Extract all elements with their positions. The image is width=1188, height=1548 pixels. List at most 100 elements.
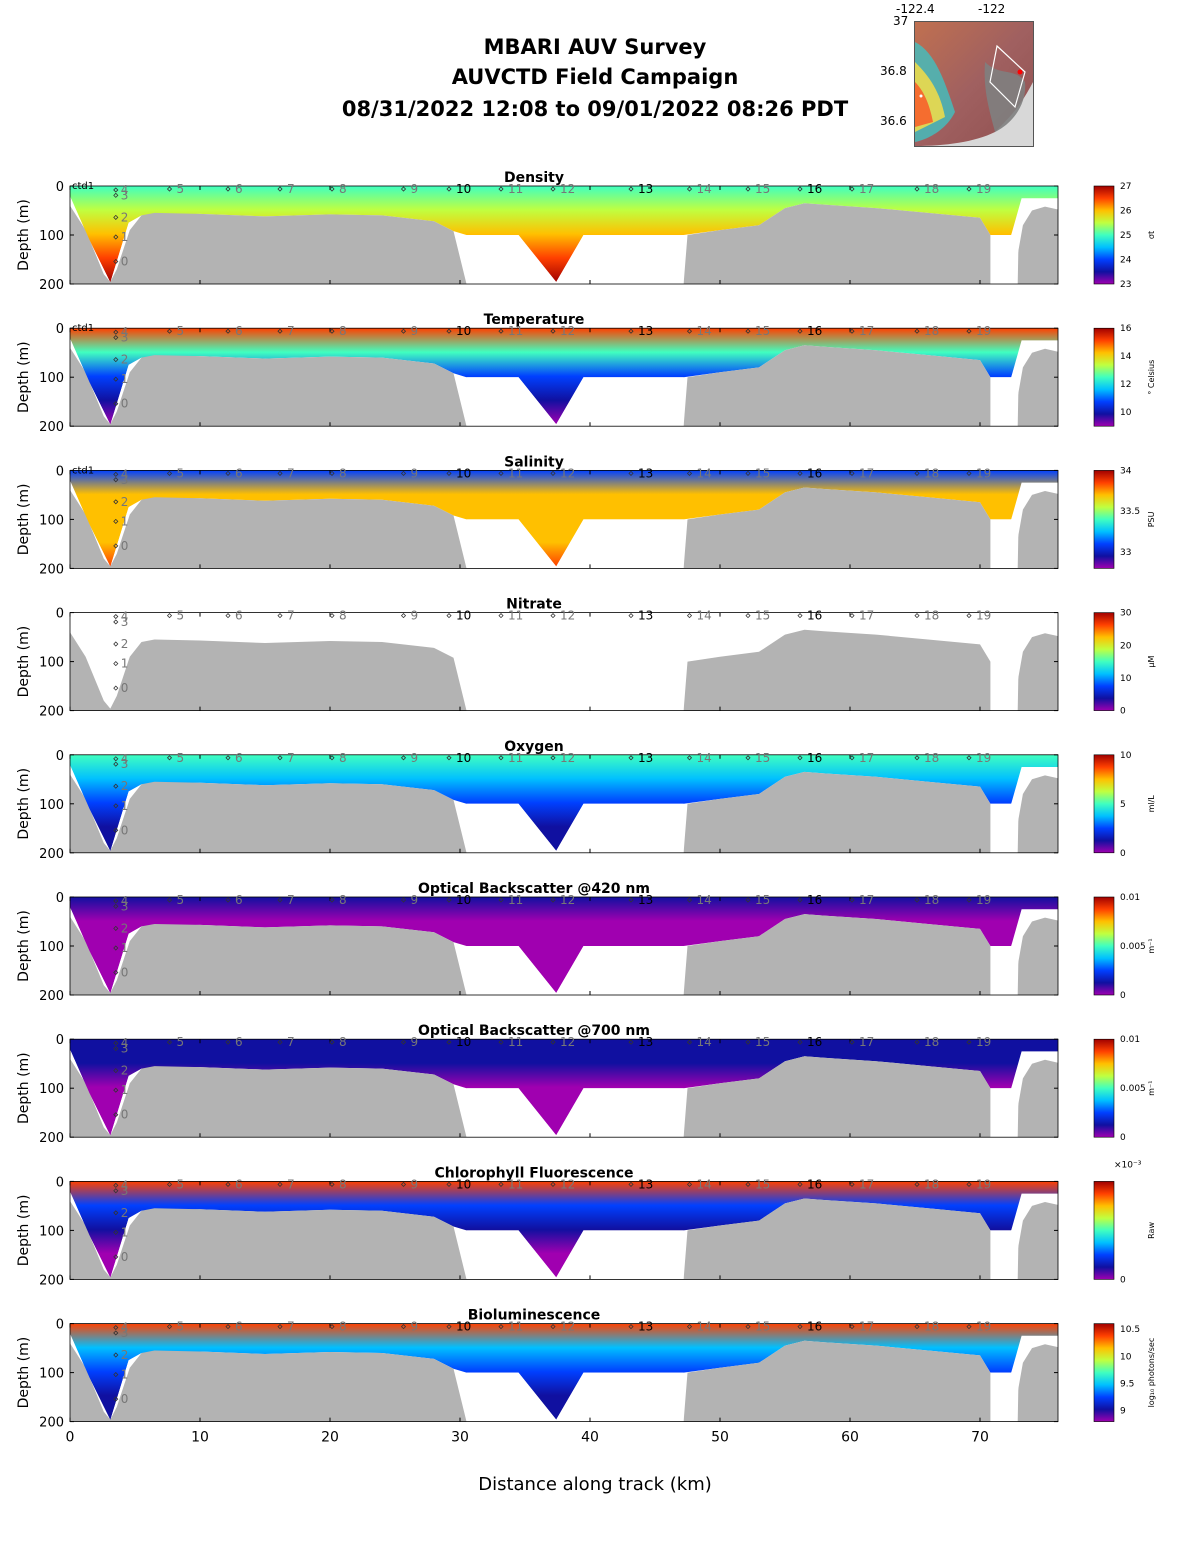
profile-marker <box>446 186 452 192</box>
profile-label: 3 <box>121 757 129 771</box>
profile-label: 3 <box>121 615 129 629</box>
profile-marker <box>166 328 173 334</box>
profile-marker <box>400 1039 407 1045</box>
colorbar <box>1093 896 1115 996</box>
profile-label: 15 <box>755 1177 770 1191</box>
section-fill <box>70 897 129 993</box>
profile-marker <box>225 613 231 619</box>
map-lat-tick: 37 <box>893 14 909 28</box>
profile-marker <box>914 613 920 619</box>
profile-marker <box>686 186 693 192</box>
profile-marker <box>400 1181 407 1187</box>
profile-marker <box>166 1324 173 1330</box>
profile-label: 9 <box>411 324 419 338</box>
profile-marker <box>914 186 920 192</box>
profile-label: 7 <box>287 182 295 196</box>
profile-marker <box>797 186 803 192</box>
profile-marker <box>745 1324 751 1330</box>
profile-label: 10 <box>456 1320 471 1334</box>
colorbar-tick-label: 24 <box>1120 256 1132 266</box>
profile-marker <box>329 1324 335 1330</box>
colorbar-tick-label: 12 <box>1120 380 1131 390</box>
profile-label: 14 <box>697 1320 712 1334</box>
profile-label: 16 <box>807 609 822 623</box>
profile-marker <box>113 1112 119 1118</box>
profile-marker <box>797 1324 803 1330</box>
y-tick-label: 200 <box>39 705 64 720</box>
no-data-region <box>466 803 684 853</box>
profile-marker <box>113 401 119 407</box>
profile-marker <box>550 1039 556 1045</box>
profile-label: 0 <box>121 1108 129 1122</box>
no-data-region <box>466 1372 684 1422</box>
profile-marker <box>329 470 335 476</box>
no-data-region <box>466 661 684 711</box>
profile-marker <box>446 1039 452 1045</box>
profile-label: 13 <box>638 751 653 765</box>
y-tick-label: 100 <box>39 798 64 813</box>
profile-label: 5 <box>177 751 185 765</box>
profile-label: 6 <box>235 1177 243 1191</box>
no-data-region <box>990 1068 1019 1138</box>
profile-marker <box>550 470 556 476</box>
colorbar-tick-label: 0 <box>1120 849 1126 859</box>
profile-marker <box>628 755 634 761</box>
colorbar <box>1093 1323 1115 1422</box>
y-tick-label: 200 <box>39 1131 64 1146</box>
plot-title-line3: 08/31/2022 12:08 to 09/01/2022 08:26 PDT <box>341 97 849 121</box>
y-tick-label: 0 <box>56 1318 64 1333</box>
profile-label: 14 <box>697 751 712 765</box>
profile-label: 8 <box>339 609 347 623</box>
location-map-image <box>915 22 1033 146</box>
profile-label: 4 <box>121 1178 129 1192</box>
profile-label: 5 <box>177 609 185 623</box>
y-axis-label: Depth (m) <box>16 1052 32 1124</box>
profile-label: 18 <box>924 1035 939 1049</box>
profile-marker <box>329 1039 335 1045</box>
profile-marker <box>498 1039 504 1045</box>
profile-label: 10 <box>456 1035 471 1049</box>
colorbar-tick-label: 5 <box>1120 800 1126 810</box>
no-data-region <box>466 1088 684 1138</box>
profile-marker <box>966 328 972 334</box>
profile-label: 13 <box>638 182 653 196</box>
panel-title: Chlorophyll Fluorescence <box>434 1165 633 1181</box>
profile-marker <box>797 755 803 761</box>
profile-label: 16 <box>807 1035 822 1049</box>
panel-title: Oxygen <box>504 739 564 755</box>
profile-marker <box>628 328 634 334</box>
y-tick-label: 100 <box>39 1367 64 1382</box>
colorbar <box>1093 470 1115 569</box>
profile-label: 12 <box>560 1320 575 1334</box>
section-fill <box>70 1181 1058 1278</box>
profile-marker <box>745 755 751 761</box>
bathymetry <box>70 203 1058 284</box>
profile-marker <box>400 1324 407 1330</box>
profile-label: 16 <box>807 466 822 480</box>
profile-label: 13 <box>638 1177 653 1191</box>
no-data-region <box>466 235 684 284</box>
colorbar-tick-label: 33.5 <box>1120 507 1140 517</box>
profile-marker <box>225 755 231 761</box>
profile-marker <box>113 761 119 767</box>
profile-label: 15 <box>755 182 770 196</box>
profile-label: 4 <box>121 467 129 481</box>
profile-marker <box>166 470 173 476</box>
profile-marker <box>113 187 119 193</box>
colorbar-units: m⁻¹ <box>1147 1081 1156 1096</box>
bathymetry <box>70 1198 1058 1280</box>
profile-marker <box>113 898 119 904</box>
profile-marker <box>277 613 283 619</box>
profile-marker <box>550 1324 556 1330</box>
profile-marker <box>113 376 119 382</box>
profile-label: 2 <box>121 353 129 367</box>
profile-label: 15 <box>755 324 770 338</box>
profile-marker <box>745 613 751 619</box>
map-lon-tick: -122.4 <box>896 2 935 16</box>
profile-label: 12 <box>560 182 575 196</box>
profile-marker <box>400 897 407 903</box>
profile-marker <box>797 1181 803 1187</box>
colorbar-units: σt <box>1147 231 1156 239</box>
profile-label: 12 <box>560 466 575 480</box>
